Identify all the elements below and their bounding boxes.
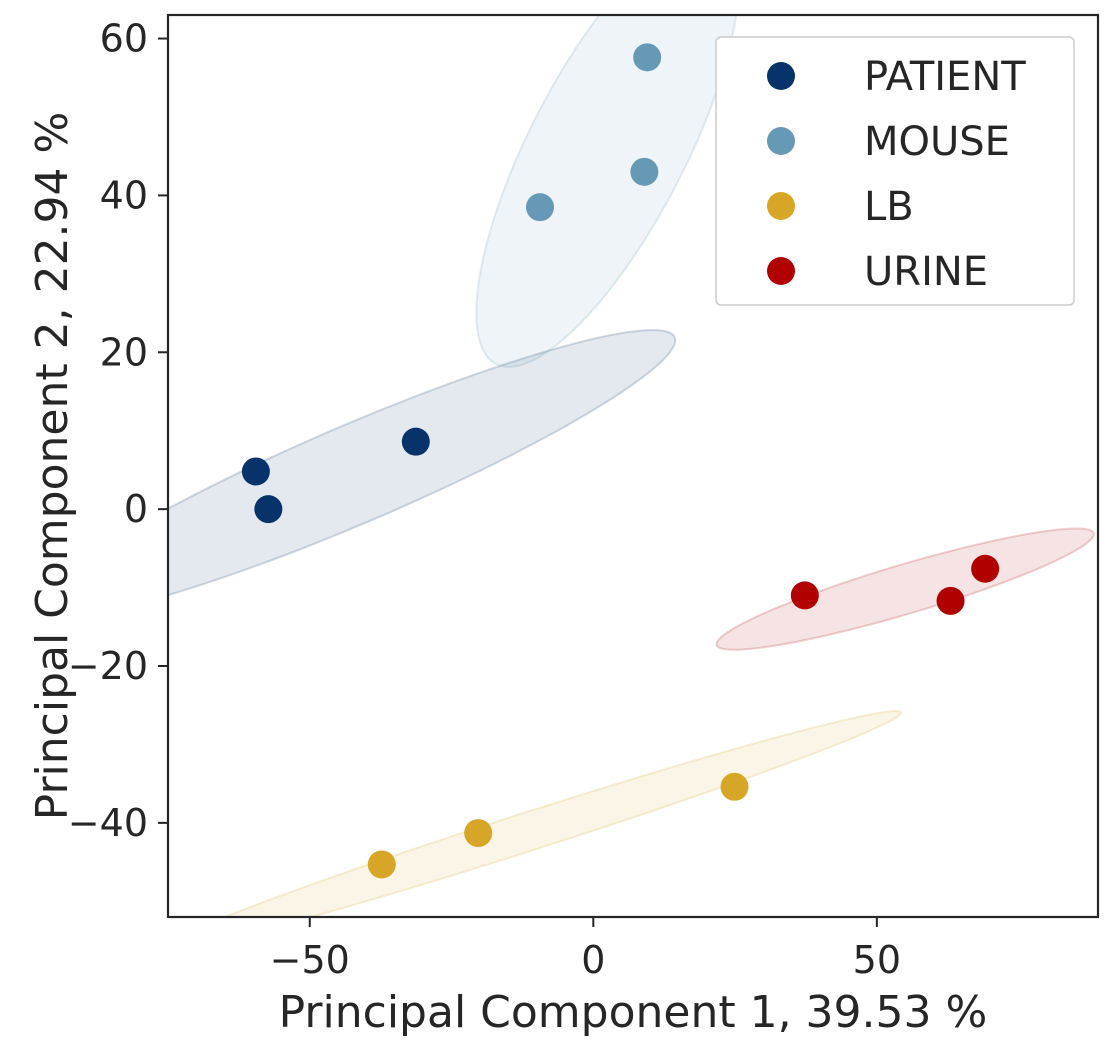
point-lb-1 (367, 850, 396, 879)
point-urine-3 (971, 554, 1000, 583)
point-patient-1 (241, 457, 270, 486)
y-axis-title: Principal Component 2, 22.94 % (27, 112, 78, 821)
y-tick-label: −20 (68, 644, 148, 688)
legend-label-urine: URINE (864, 249, 988, 295)
ellipse-urine (715, 527, 1095, 651)
point-patient-3 (401, 427, 430, 456)
legend-marker-urine (767, 257, 795, 285)
point-patient-2 (254, 495, 283, 524)
point-mouse-1 (526, 193, 554, 222)
legend-label-mouse: MOUSE (864, 119, 1010, 165)
y-tick-label: 40 (100, 173, 148, 217)
legend: PATIENT MOUSE LB URINE (715, 36, 1075, 306)
y-tick-label: 20 (100, 330, 148, 374)
x-axis-title: Principal Component 1, 39.53 % (279, 987, 988, 1038)
point-mouse-3 (633, 43, 662, 72)
legend-marker-patient (767, 62, 795, 90)
y-tick-label: 0 (124, 487, 148, 531)
legend-marker-lb (767, 192, 795, 220)
legend-label-lb: LB (864, 184, 914, 230)
legend-marker-mouse (767, 127, 795, 155)
data-points (241, 43, 1000, 879)
y-tick-label: −40 (68, 801, 148, 845)
ellipse-patient (168, 329, 677, 597)
x-tick-label: 0 (581, 938, 605, 982)
point-lb-2 (464, 819, 493, 848)
axis-ticks: −50 0 50 −40 −20 0 20 40 60 (68, 17, 901, 982)
y-tick-label: 60 (100, 17, 148, 61)
legend-label-patient: PATIENT (864, 54, 1026, 100)
point-urine-2 (936, 586, 965, 615)
x-tick-label: 50 (853, 938, 901, 982)
legend-box (715, 36, 1075, 306)
point-lb-3 (720, 772, 749, 801)
plot-area-frame (166, 13, 1100, 919)
point-urine-1 (790, 581, 819, 610)
x-tick-label: −50 (270, 938, 350, 982)
ellipse-mouse (475, 15, 738, 368)
point-mouse-2 (630, 157, 659, 186)
ellipse-lb (222, 709, 903, 917)
